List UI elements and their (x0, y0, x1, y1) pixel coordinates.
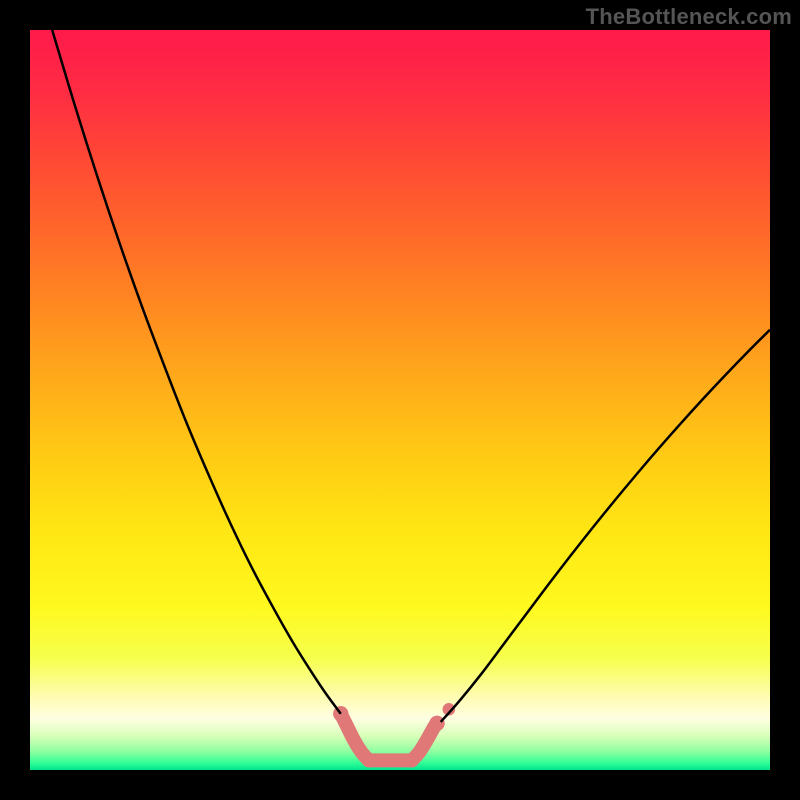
floor-end-dot (429, 716, 444, 731)
watermark-text: TheBottleneck.com (586, 4, 792, 30)
plot-background (30, 30, 770, 770)
chart-frame: TheBottleneck.com (0, 0, 800, 800)
bottleneck-chart (0, 0, 800, 800)
